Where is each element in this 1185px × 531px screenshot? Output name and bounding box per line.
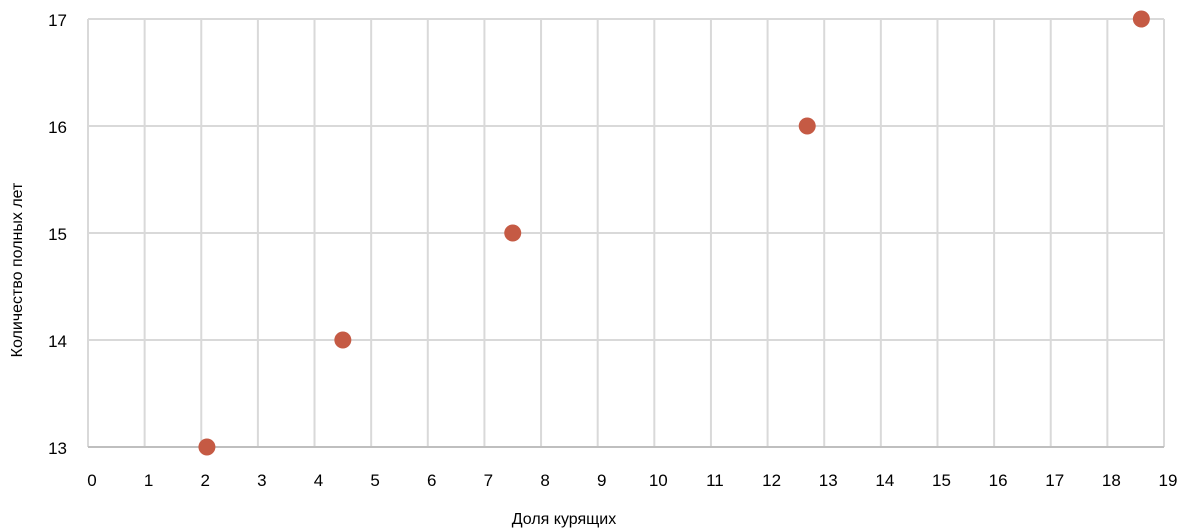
x-tick-label: 16 — [989, 471, 1008, 490]
x-tick-labels: 0 1 2 3 4 5 6 7 8 9 10 11 12 13 14 15 16 17 18 19 — [87, 471, 1177, 490]
x-tick-label: 18 — [1102, 471, 1121, 490]
x-tick-label: 11 — [706, 471, 724, 490]
data-point — [198, 438, 216, 456]
data-point — [334, 331, 352, 349]
x-tick-label: 7 — [484, 471, 493, 490]
x-tick-label: 17 — [1045, 471, 1064, 490]
x-tick-label: 15 — [932, 471, 951, 490]
x-tick-label: 1 — [144, 471, 153, 490]
y-tick-label: 15 — [48, 225, 67, 244]
y-tick-labels: 13 14 15 16 17 — [48, 11, 67, 458]
data-point — [798, 117, 816, 135]
x-tick-label: 10 — [649, 471, 668, 490]
x-tick-label: 13 — [819, 471, 838, 490]
data-point — [504, 224, 522, 242]
data-points — [198, 10, 1150, 456]
x-tick-label: 0 — [87, 471, 96, 490]
y-tick-label: 14 — [48, 332, 67, 351]
y-axis-title: Количество полных лет — [9, 182, 26, 357]
data-point — [1132, 10, 1150, 28]
x-tick-label: 4 — [314, 471, 323, 490]
y-tick-label: 13 — [48, 439, 67, 458]
x-tick-label: 2 — [201, 471, 210, 490]
grid — [87, 18, 1165, 447]
x-tick-label: 9 — [597, 471, 606, 490]
y-tick-label: 16 — [48, 118, 67, 137]
x-tick-label: 19 — [1159, 471, 1178, 490]
x-axis-title: Доля курящих — [512, 511, 617, 528]
x-tick-label: 8 — [540, 471, 549, 490]
y-tick-label: 17 — [48, 11, 67, 30]
x-tick-label: 6 — [427, 471, 436, 490]
x-tick-label: 12 — [762, 471, 781, 490]
x-tick-label: 14 — [875, 471, 894, 490]
x-tick-label: 3 — [257, 471, 266, 490]
x-tick-label: 5 — [370, 471, 379, 490]
